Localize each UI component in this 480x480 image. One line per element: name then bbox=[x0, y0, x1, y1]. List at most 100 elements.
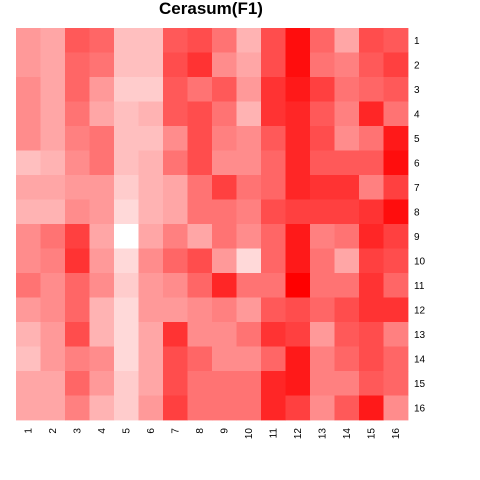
heatmap-cell bbox=[114, 199, 139, 225]
y-tick-label: 1 bbox=[414, 36, 420, 47]
heatmap-cell bbox=[310, 28, 335, 53]
heatmap-cell bbox=[138, 28, 164, 53]
heatmap-cell bbox=[383, 248, 409, 274]
heatmap-cell bbox=[261, 101, 286, 127]
heatmap-cell bbox=[138, 371, 164, 396]
heatmap-cell bbox=[334, 150, 360, 176]
heatmap-cell bbox=[359, 297, 384, 323]
heatmap-cell bbox=[187, 28, 213, 53]
heatmap-cell bbox=[261, 273, 286, 298]
heatmap-cell bbox=[65, 52, 90, 78]
heatmap-cell bbox=[114, 224, 139, 249]
heatmap-cell bbox=[163, 28, 188, 53]
heatmap-cell bbox=[16, 273, 41, 298]
heatmap-cell bbox=[89, 199, 115, 225]
heatmap-cell bbox=[359, 322, 384, 347]
heatmap-cell bbox=[285, 101, 311, 127]
heatmap-cell bbox=[334, 101, 360, 127]
heatmap-cell bbox=[359, 101, 384, 127]
heatmap-cell bbox=[359, 273, 384, 298]
y-tick-label: 2 bbox=[414, 60, 420, 71]
heatmap-cell bbox=[310, 322, 335, 347]
heatmap-cell bbox=[65, 126, 90, 151]
heatmap-cell bbox=[310, 101, 335, 127]
heatmap-cell bbox=[16, 346, 41, 372]
heatmap-cell bbox=[163, 248, 188, 274]
heatmap-cell bbox=[236, 101, 262, 127]
heatmap-cell bbox=[89, 150, 115, 176]
y-tick-label: 3 bbox=[414, 85, 420, 96]
x-tick-label: 1 bbox=[23, 428, 34, 434]
heatmap-cell bbox=[212, 248, 237, 274]
heatmap-cell bbox=[138, 248, 164, 274]
heatmap-cell bbox=[285, 346, 311, 372]
heatmap-cell bbox=[163, 150, 188, 176]
heatmap-cell bbox=[383, 28, 409, 53]
heatmap-cell bbox=[383, 346, 409, 372]
heatmap-cell bbox=[310, 52, 335, 78]
heatmap-cell bbox=[89, 175, 115, 200]
y-tick-label: 12 bbox=[414, 305, 426, 316]
heatmap-cell bbox=[261, 175, 286, 200]
heatmap-cell bbox=[261, 199, 286, 225]
heatmap-cell bbox=[334, 52, 360, 78]
heatmap-cell bbox=[138, 175, 164, 200]
heatmap-cell bbox=[261, 346, 286, 372]
heatmap-cell bbox=[114, 101, 139, 127]
heatmap-cell bbox=[16, 77, 41, 102]
heatmap-cell bbox=[383, 224, 409, 249]
x-tick-label: 16 bbox=[391, 428, 402, 440]
heatmap-cell bbox=[163, 346, 188, 372]
y-tick-label: 8 bbox=[414, 207, 420, 218]
heatmap-cell bbox=[16, 224, 41, 249]
heatmap-cell bbox=[212, 322, 237, 347]
heatmap-cell bbox=[359, 395, 384, 421]
heatmap-cell bbox=[138, 150, 164, 176]
heatmap-cell bbox=[65, 395, 90, 421]
heatmap-cell bbox=[187, 248, 213, 274]
heatmap-cell bbox=[359, 248, 384, 274]
heatmap-cell bbox=[163, 371, 188, 396]
heatmap-cell bbox=[114, 52, 139, 78]
heatmap-cell bbox=[285, 175, 311, 200]
y-tick-label: 14 bbox=[414, 354, 426, 365]
heatmap-cell bbox=[114, 175, 139, 200]
heatmap-cell bbox=[359, 52, 384, 78]
heatmap-cell bbox=[285, 297, 311, 323]
heatmap-cell bbox=[334, 28, 360, 53]
heatmap-cell bbox=[285, 395, 311, 421]
heatmap-cell bbox=[334, 273, 360, 298]
heatmap-cell bbox=[236, 224, 262, 249]
heatmap-cell bbox=[40, 273, 66, 298]
heatmap-cell bbox=[89, 101, 115, 127]
heatmap-cell bbox=[89, 28, 115, 53]
heatmap-cell bbox=[236, 52, 262, 78]
heatmap-cell bbox=[138, 199, 164, 225]
heatmap-cell bbox=[40, 371, 66, 396]
heatmap-cell bbox=[383, 297, 409, 323]
heatmap-cell bbox=[89, 77, 115, 102]
heatmap-cell bbox=[285, 28, 311, 53]
heatmap-cell bbox=[359, 346, 384, 372]
heatmap-cell bbox=[65, 150, 90, 176]
x-tick-label: 5 bbox=[121, 428, 132, 434]
heatmap-cell bbox=[310, 371, 335, 396]
heatmap-cell bbox=[310, 248, 335, 274]
heatmap-cell bbox=[261, 150, 286, 176]
heatmap-cell bbox=[212, 371, 237, 396]
chart-title: Cerasum(F1) bbox=[159, 0, 263, 18]
heatmap-cell bbox=[236, 199, 262, 225]
heatmap-cell bbox=[16, 371, 41, 396]
heatmap-cell bbox=[310, 273, 335, 298]
heatmap-cell bbox=[261, 322, 286, 347]
heatmap-cell bbox=[16, 322, 41, 347]
heatmap-cell bbox=[236, 297, 262, 323]
heatmap-cell bbox=[383, 52, 409, 78]
heatmap-cell bbox=[40, 224, 66, 249]
heatmap-cell bbox=[187, 297, 213, 323]
heatmap-cell bbox=[383, 175, 409, 200]
heatmap-cell bbox=[334, 371, 360, 396]
heatmap-cell bbox=[359, 224, 384, 249]
heatmap-cell bbox=[138, 395, 164, 421]
heatmap-cell bbox=[212, 175, 237, 200]
